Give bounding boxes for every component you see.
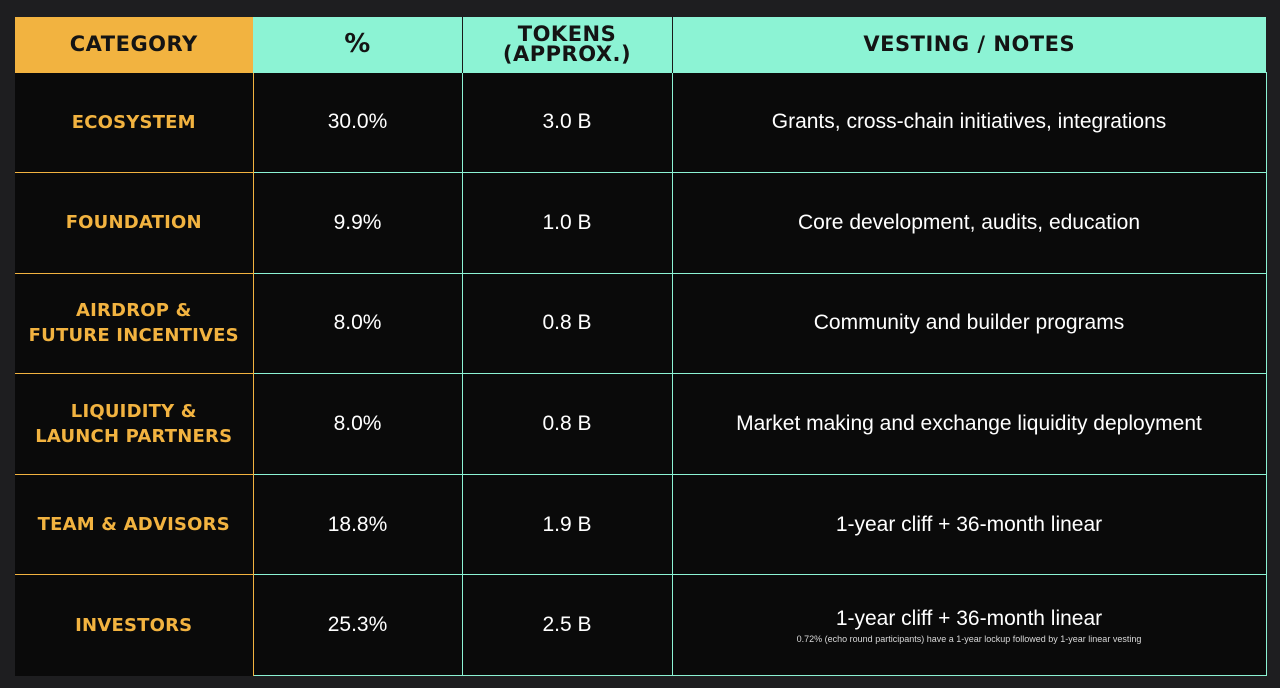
category-cell: LIQUIDITY & LAUNCH PARTNERS [15, 373, 254, 475]
vesting-note-cell: 1-year cliff + 36-month linear [671, 473, 1267, 576]
vesting-note: Grants, cross-chain initiatives, integra… [771, 110, 1167, 134]
percent-cell: 9.9% [252, 172, 463, 274]
tokens-cell: 1.9 B [461, 473, 673, 576]
vesting-note-cell: Community and builder programs [671, 272, 1267, 375]
vesting-note: Community and builder programs [813, 311, 1125, 335]
category-label: AIRDROP & [75, 300, 192, 322]
header-vesting: VESTING / NOTES [671, 17, 1266, 72]
vesting-note-cell: Market making and exchange liquidity dep… [671, 373, 1267, 475]
header-tokens-line1: TOKENS [517, 22, 617, 47]
percent-cell: 25.3% [252, 574, 463, 676]
percent-cell: 30.0% [252, 71, 463, 174]
tokens-cell: 3.0 B [461, 71, 673, 174]
tokens-cell: 2.5 B [461, 574, 673, 676]
category-cell: TEAM & ADVISORS [15, 473, 254, 575]
category-cell: FOUNDATION [15, 172, 254, 274]
tokens-cell: 0.8 B [461, 373, 673, 475]
category-label: LIQUIDITY & [70, 401, 197, 423]
header-category: CATEGORY [15, 17, 254, 72]
header-tokens-line2: (APPROX.) [502, 42, 632, 67]
table-row: FOUNDATION 9.9% 1.0 B Core development, aud… [15, 172, 1267, 274]
header-tokens: TOKENS (APPROX.) [461, 17, 673, 72]
table-row: LIQUIDITY & LAUNCH PARTNERS 8.0% 0.8 B Marke… [15, 373, 1267, 475]
category-label: TEAM & ADVISORS [37, 514, 230, 536]
vesting-note: 1-year cliff + 36-month linear [835, 512, 1103, 536]
percent-cell: 8.0% [252, 272, 463, 375]
vesting-note: Core development, audits, education [797, 210, 1141, 234]
category-label: LAUNCH PARTNERS [35, 426, 233, 448]
vesting-note-cell: Core development, audits, education [671, 172, 1267, 274]
category-label: FOUNDATION [65, 212, 202, 234]
header-percent: % [252, 17, 463, 72]
table-row: INVESTORS 25.3% 2.5 B 1-year cliff + 36-mon… [15, 574, 1267, 676]
table-row: TEAM & ADVISORS 18.8% 1.9 B 1-year cliff + … [15, 473, 1267, 576]
vesting-note: Market making and exchange liquidity dep… [736, 412, 1202, 436]
category-cell: ECOSYSTEM [15, 71, 254, 173]
vesting-note-cell: 1-year cliff + 36-month linear 0.72% (ech… [671, 574, 1267, 676]
vesting-note-cell: Grants, cross-chain initiatives, integra… [671, 71, 1267, 174]
category-label: ECOSYSTEM [71, 111, 196, 133]
percent-cell: 8.0% [252, 373, 463, 475]
token-allocation-panel: CATEGORY % TOKENS (APPROX.) VESTING / NO… [15, 17, 1267, 676]
category-label: FUTURE INCENTIVES [28, 325, 239, 347]
vesting-note: 1-year cliff + 36-month linear [835, 606, 1103, 630]
table-header-row: CATEGORY % TOKENS (APPROX.) VESTING / NO… [15, 17, 1266, 72]
category-label: INVESTORS [75, 614, 193, 636]
tokens-cell: 0.8 B [461, 272, 673, 375]
token-allocation-table: CATEGORY % TOKENS (APPROX.) VESTING / NO… [15, 17, 1267, 676]
category-cell: AIRDROP & FUTURE INCENTIVES [15, 272, 254, 374]
table-row: AIRDROP & FUTURE INCENTIVES 8.0% 0.8 B Commu… [15, 272, 1267, 375]
percent-cell: 18.8% [252, 473, 463, 576]
tokens-cell: 1.0 B [461, 172, 673, 274]
vesting-subnote: 0.72% (echo round participants) have a 1… [796, 633, 1142, 644]
category-cell: INVESTORS [15, 574, 254, 676]
table-row: ECOSYSTEM 30.0% 3.0 B Grants, cross-chain i… [15, 71, 1267, 174]
